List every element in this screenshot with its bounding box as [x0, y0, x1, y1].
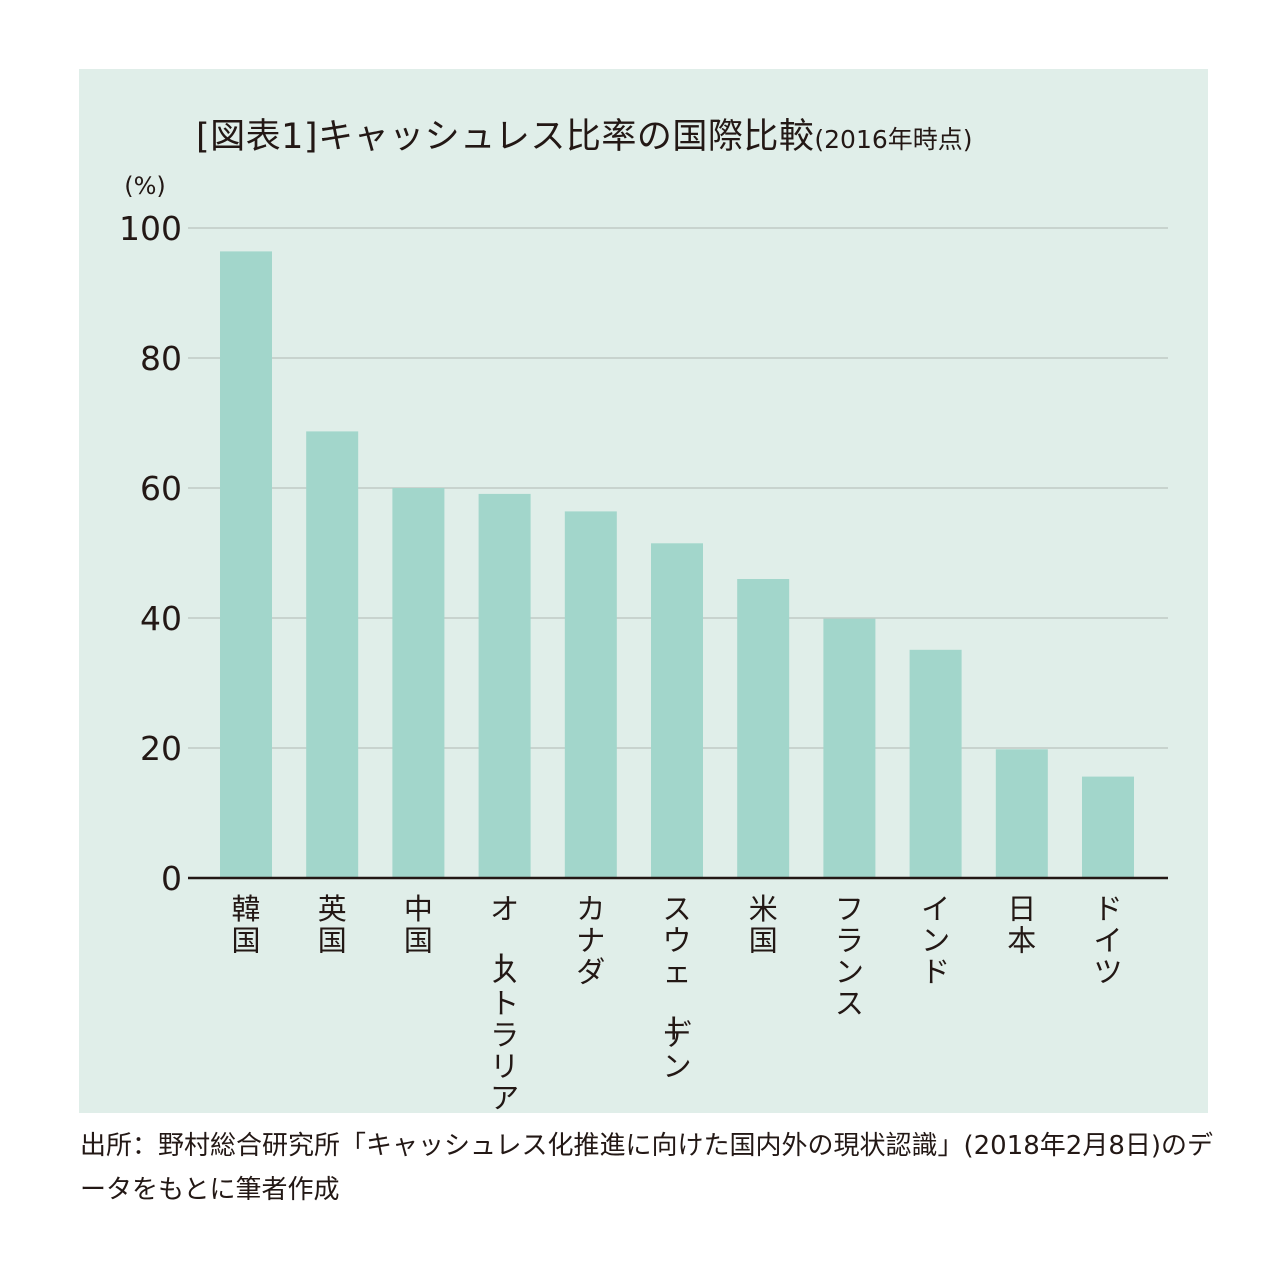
bar [651, 543, 703, 879]
chart-title-main: [図表1]キャッシュレス比率の国際比較 [196, 117, 815, 157]
y-tick-label: 60 [140, 469, 182, 508]
y-unit-label: (%) [124, 172, 166, 200]
chart-subtitle: (2016年時点) [814, 125, 973, 154]
x-category-label: スウェーデン [655, 892, 691, 1084]
bar [909, 649, 962, 878]
bar [737, 579, 790, 878]
bar [995, 749, 1048, 878]
bar [564, 511, 617, 878]
y-tick-label: 40 [140, 599, 182, 638]
bar [823, 618, 876, 878]
bar [392, 488, 445, 878]
bar [478, 493, 531, 878]
y-tick-label: 80 [140, 339, 182, 378]
x-category-label: ドイツ [1093, 892, 1122, 989]
bar [1082, 776, 1134, 878]
x-category-label: インド [921, 892, 950, 989]
x-category-label: カナダ [576, 892, 605, 989]
y-tick-label: 0 [161, 859, 182, 898]
chart-title: [図表1]キャッシュレス比率の国際比較(2016年時点) [196, 108, 973, 159]
y-tick-label: 100 [119, 209, 182, 248]
x-category-label: 中国 [404, 892, 433, 958]
x-category-label: 韓国 [231, 892, 260, 958]
x-category-label: 英国 [318, 892, 347, 958]
x-category-label: 米国 [749, 892, 778, 958]
bar [306, 431, 359, 878]
bar [220, 251, 272, 878]
x-category-label: フランス [835, 892, 864, 1021]
x-category-label: 日本 [1007, 892, 1036, 958]
source-note: 出所：野村総合研究所「キャッシュレス化推進に向けた国内外の現状認識」(2018年… [80, 1131, 1214, 1205]
x-category-label: オーストラリア [483, 892, 519, 1115]
y-tick-label: 20 [140, 729, 182, 768]
